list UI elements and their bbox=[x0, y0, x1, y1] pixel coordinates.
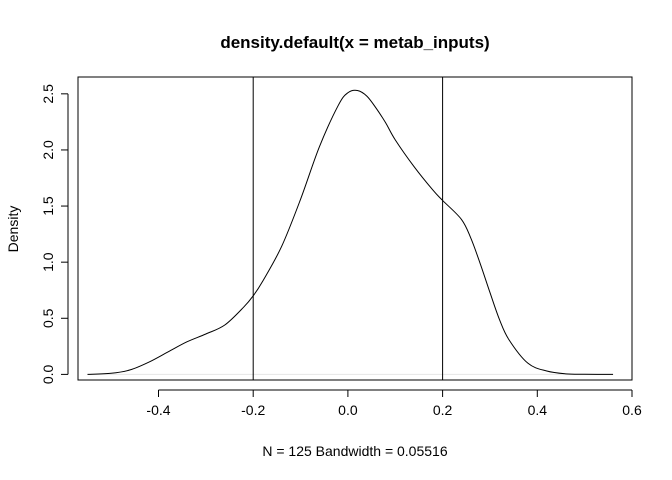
y-tick-label: 2.0 bbox=[40, 140, 56, 160]
y-tick-label: 0.5 bbox=[40, 308, 56, 328]
vertical-reference-lines bbox=[252, 77, 444, 380]
density-curve bbox=[87, 89, 614, 375]
y-tick-label: 1.0 bbox=[40, 252, 56, 272]
x-tick-label: 0.2 bbox=[433, 402, 453, 418]
plot-box bbox=[77, 76, 633, 381]
x-axis-label: N = 125 Bandwidth = 0.05516 bbox=[262, 443, 447, 459]
x-tick-label: 0.4 bbox=[528, 402, 548, 418]
x-axis: -0.4 -0.2 0.0 0.2 0.4 0.6 bbox=[146, 389, 642, 418]
x-tick-label: 0.6 bbox=[622, 402, 642, 418]
y-tick-label: 2.5 bbox=[40, 84, 56, 104]
x-tick-label: 0.0 bbox=[338, 402, 358, 418]
x-tick-label: -0.4 bbox=[146, 402, 170, 418]
x-tick-label: -0.2 bbox=[241, 402, 265, 418]
y-axis: 0.0 0.5 1.0 1.5 2.0 2.5 bbox=[40, 84, 69, 384]
y-tick-label: 0.0 bbox=[40, 364, 56, 384]
chart-title: density.default(x = metab_inputs) bbox=[220, 33, 489, 52]
y-tick-label: 1.5 bbox=[40, 196, 56, 216]
y-axis-label: Density bbox=[5, 206, 21, 253]
